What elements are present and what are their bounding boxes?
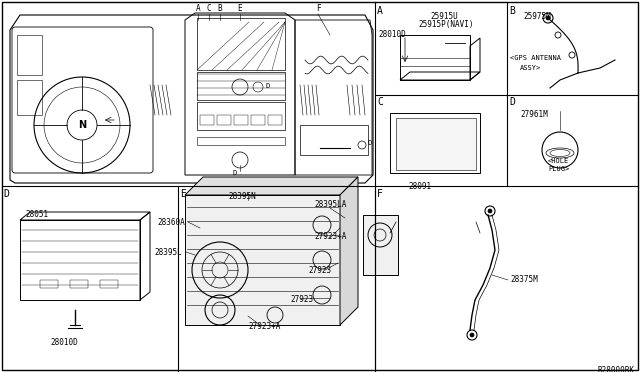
Text: 27923: 27923	[290, 295, 313, 304]
Bar	[197, 72, 285, 100]
Bar	[390, 113, 480, 173]
Bar	[234, 115, 248, 125]
Text: 28010D: 28010D	[378, 30, 406, 39]
Text: 25975M: 25975M	[523, 12, 551, 21]
Text: 25915U: 25915U	[430, 12, 458, 21]
Bar	[400, 35, 470, 80]
Bar	[197, 102, 285, 130]
Circle shape	[470, 333, 474, 337]
Bar	[197, 18, 285, 70]
Polygon shape	[185, 195, 340, 325]
Text: A: A	[196, 4, 200, 13]
Text: 27923+A: 27923+A	[314, 232, 346, 241]
Text: 28375M: 28375M	[510, 276, 538, 285]
Text: 28395LA: 28395LA	[314, 200, 346, 209]
Bar	[100, 280, 118, 288]
Bar	[70, 280, 88, 288]
Text: 27923+A: 27923+A	[248, 322, 280, 331]
Circle shape	[546, 16, 550, 20]
Bar	[251, 115, 265, 125]
Bar	[197, 137, 285, 145]
Text: B: B	[218, 4, 222, 13]
Text: 28360A: 28360A	[157, 218, 185, 227]
Polygon shape	[185, 177, 358, 195]
Text: C: C	[207, 4, 211, 13]
Text: E: E	[180, 189, 186, 199]
Text: <GPS ANTENNA: <GPS ANTENNA	[510, 55, 561, 61]
Text: B: B	[509, 6, 515, 16]
Bar	[268, 115, 282, 125]
Text: 28051: 28051	[25, 210, 48, 219]
Text: 28010D: 28010D	[50, 338, 77, 347]
Text: F: F	[377, 189, 383, 199]
Bar	[396, 118, 476, 170]
Text: A: A	[377, 6, 383, 16]
Bar	[200, 115, 214, 125]
Text: D: D	[367, 140, 371, 146]
Text: 27923: 27923	[308, 266, 331, 275]
Text: C: C	[377, 97, 383, 107]
Bar	[17, 80, 42, 115]
Polygon shape	[363, 215, 398, 275]
Bar	[217, 115, 231, 125]
Bar	[40, 280, 58, 288]
Text: R28000BK: R28000BK	[598, 366, 635, 372]
Text: D: D	[233, 170, 237, 176]
Text: E: E	[237, 4, 243, 13]
Text: PLUG>: PLUG>	[548, 166, 569, 172]
Text: 28395N: 28395N	[228, 192, 256, 201]
Text: D: D	[509, 97, 515, 107]
Bar	[17, 35, 42, 75]
Bar	[300, 125, 368, 155]
Polygon shape	[340, 177, 358, 325]
Text: D: D	[266, 83, 270, 89]
Text: N: N	[78, 120, 86, 130]
Circle shape	[488, 209, 492, 213]
Text: D: D	[3, 189, 9, 199]
Text: 28395L: 28395L	[154, 248, 182, 257]
Bar	[20, 220, 140, 300]
Text: F: F	[316, 4, 320, 13]
Text: ASSY>: ASSY>	[520, 65, 541, 71]
Text: 25915P(NAVI): 25915P(NAVI)	[418, 20, 474, 29]
Text: 28091: 28091	[408, 182, 431, 191]
Text: <HOLE: <HOLE	[548, 158, 569, 164]
Text: 27961M: 27961M	[520, 110, 548, 119]
